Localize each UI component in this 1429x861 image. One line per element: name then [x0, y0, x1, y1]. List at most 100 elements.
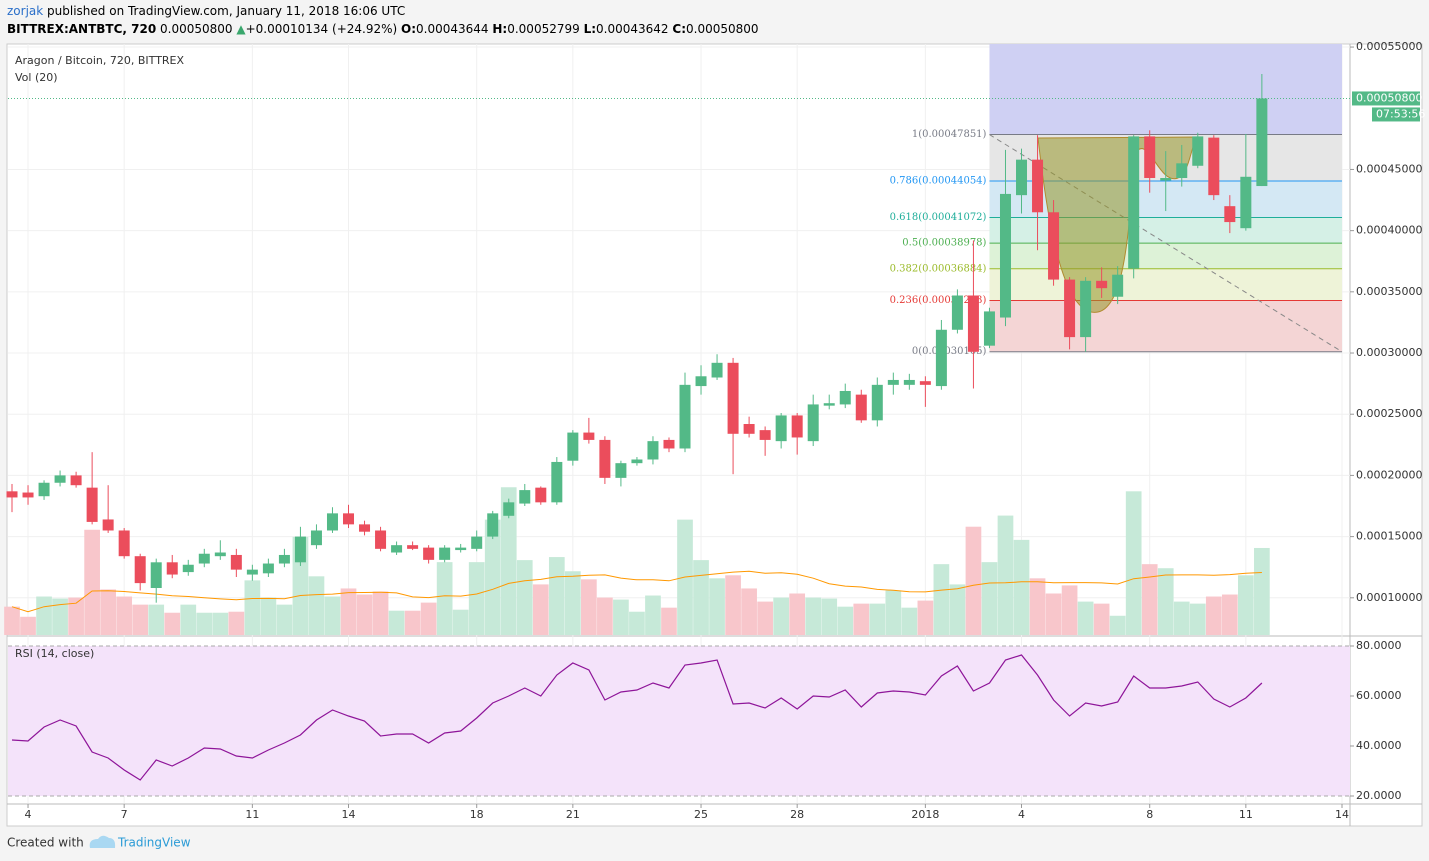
volume-bar [52, 598, 68, 635]
ohlc-label: H: [492, 22, 508, 36]
candle-body [1128, 136, 1140, 269]
fib-label: 0(0.00030105) [912, 346, 987, 357]
volume-bar [148, 604, 165, 635]
volume-bar [116, 596, 133, 635]
candle-body [359, 524, 371, 532]
volume-bar [468, 562, 485, 635]
volume-bar [1237, 575, 1254, 635]
volume-bar [645, 595, 661, 635]
volume-bar [244, 580, 261, 635]
candle-body [983, 311, 995, 346]
candle-body [679, 384, 691, 449]
volume-bar [1061, 585, 1078, 635]
ohlc-value: 0.00050800 [686, 22, 759, 36]
candle-body [967, 295, 979, 352]
x-tick-label: 18 [470, 808, 484, 821]
candle-body [631, 459, 643, 464]
ohlc-value: 0.00052799 [507, 22, 580, 36]
x-tick-label: 28 [790, 808, 804, 821]
volume-bar [420, 602, 437, 635]
volume-bar [853, 603, 870, 635]
volume-bar [1013, 539, 1030, 635]
volume-ma [11, 570, 1262, 613]
candle-body [1224, 206, 1236, 223]
last-price-label: 0.00050800 [1356, 91, 1422, 104]
volume-bar [901, 607, 918, 635]
author[interactable]: zorjak [7, 4, 44, 18]
volume-bar [404, 610, 421, 635]
footer-brand[interactable]: TradingView [117, 836, 191, 850]
candle-body [503, 502, 515, 516]
candle-body [1048, 212, 1060, 280]
candle-body [1096, 280, 1108, 289]
fib-extension [989, 44, 1342, 135]
volume-bar [1254, 547, 1270, 635]
fib-zone [989, 243, 1342, 269]
chart-title: Aragon / Bitcoin, 720, BITTREX [15, 54, 185, 67]
candle-body [1016, 159, 1028, 196]
logo[interactable] [89, 835, 116, 848]
volume-bar [388, 610, 405, 635]
x-tick-label: 11 [245, 808, 259, 821]
volume-bar [564, 571, 581, 635]
candle-body [743, 424, 755, 434]
y-tick-label: 0.00015000 [1356, 530, 1422, 543]
volume-bar [340, 588, 357, 635]
volume-bar [885, 590, 902, 635]
candle-body [407, 545, 419, 549]
candle-body [1240, 176, 1252, 229]
candle-body [519, 490, 531, 504]
candle-body [38, 482, 50, 497]
rsi-tick-label: 80.0000 [1356, 639, 1402, 652]
rsi-tick-label: 60.0000 [1356, 689, 1402, 702]
x-tick-label: 21 [566, 808, 580, 821]
x-tick-label: 25 [694, 808, 708, 821]
fib-label: 0.236(0.00034293) [890, 295, 987, 306]
volume-bar [805, 597, 822, 635]
symbol-line: BITTREX:ANTBTC, 720 0.00050800 ▲+0.00010… [7, 22, 759, 36]
volume-bar [1029, 578, 1046, 635]
candle-body [182, 564, 194, 573]
candle-body [118, 530, 130, 557]
candle-body [855, 394, 867, 421]
candle-body [310, 530, 322, 546]
volume-bar [164, 612, 181, 635]
volume-bar [4, 606, 20, 635]
footer-created: Created with [7, 836, 84, 850]
y-tick-label: 0.00045000 [1356, 162, 1422, 175]
candle-body [471, 536, 483, 549]
volume-bar [212, 612, 229, 635]
candle-body [487, 513, 499, 537]
x-tick-label: 14 [1335, 808, 1349, 821]
last-price-box [1352, 91, 1420, 106]
candle-body [551, 461, 563, 503]
x-tick-label: 14 [342, 808, 356, 821]
fib-label: 0.382(0.00036884) [890, 263, 987, 274]
rsi-line [11, 654, 1263, 781]
volume-bar [917, 600, 934, 635]
x-tick-label: 11 [1239, 808, 1253, 821]
ohlc-label: C: [672, 22, 686, 36]
candle-body [807, 404, 819, 442]
candle-body [599, 439, 611, 478]
candle-body [695, 376, 707, 387]
candle-body [615, 463, 627, 478]
fib-label: 0.618(0.00041072) [890, 212, 987, 223]
volume-bar [693, 560, 709, 635]
volume-bar [196, 612, 213, 635]
x-tick-label: 8 [1146, 808, 1153, 821]
candle-body [1160, 178, 1172, 181]
volume-bar [356, 594, 373, 635]
volume-bar [180, 604, 197, 635]
volume-bar [276, 604, 293, 635]
candle-body [326, 513, 338, 531]
volume-bar [581, 579, 597, 635]
candle-body [375, 530, 387, 549]
volume-bar [597, 597, 613, 635]
candle-body [150, 562, 162, 589]
candle-body [1080, 280, 1092, 338]
fib-label: 1(0.00047851) [912, 129, 987, 140]
volume-bar [1045, 593, 1062, 635]
volume-bar [1141, 564, 1158, 635]
